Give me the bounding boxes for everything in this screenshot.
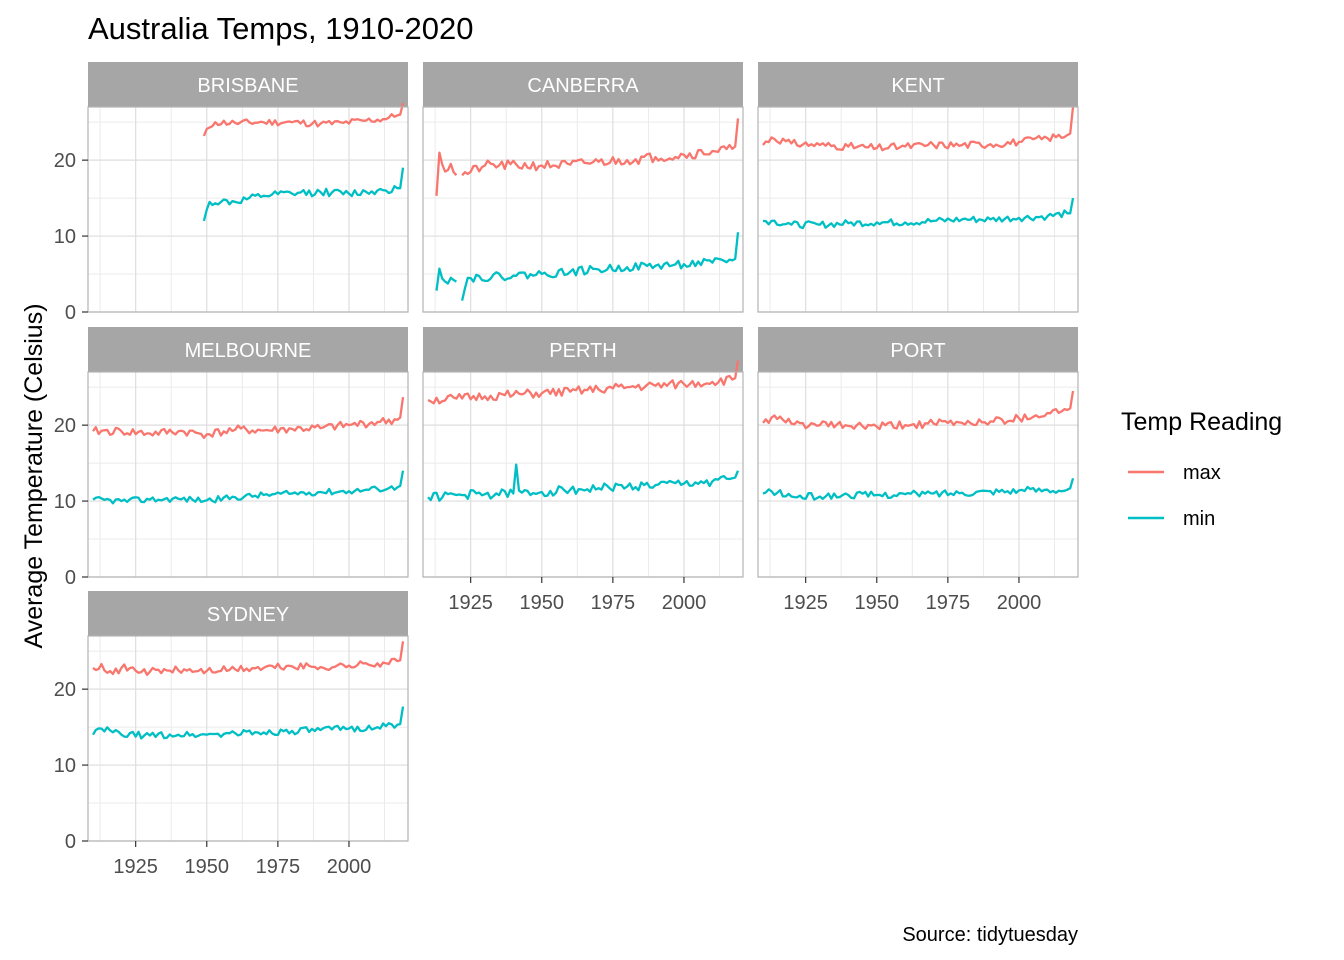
- series-line-min-brisbane: [202, 167, 405, 222]
- x-tick-label: 2000: [327, 856, 372, 878]
- x-tick-label: 1975: [256, 856, 301, 878]
- legend-label-max: max: [1183, 462, 1221, 484]
- panel-border: [757, 106, 1079, 313]
- panel-border: [757, 371, 1079, 578]
- panel-border: [87, 635, 409, 842]
- series-line-max-perth: [427, 360, 740, 405]
- x-tick-label: 1950: [855, 592, 900, 614]
- strip-kent: [758, 62, 1078, 107]
- panel-border: [87, 106, 409, 313]
- panel-perth: PERTH 1925 1950 1975 2000: [422, 327, 744, 614]
- x-tick-label: 1975: [591, 592, 636, 614]
- strip-melbourne: [88, 327, 408, 372]
- y-tick-label: 20: [54, 415, 76, 437]
- series-line-max-brisbane: [202, 102, 405, 137]
- series-line-min-sydney: [92, 706, 405, 740]
- y-axis-title: Average Temperature (Celsius): [20, 303, 48, 648]
- legend-title: Temp Reading: [1121, 408, 1282, 436]
- panel-kent: KENT: [757, 62, 1079, 313]
- panel-canberra: CANBERRA: [422, 62, 744, 313]
- y-tick-label: 10: [54, 226, 76, 248]
- strip-port: [758, 327, 1078, 372]
- y-tick-label: 10: [54, 491, 76, 513]
- panel-port: PORT 1925 1950 1975 2000: [757, 327, 1079, 614]
- panel-border: [87, 371, 409, 578]
- x-tick-label: 1975: [926, 592, 971, 614]
- y-tick-label: 20: [54, 679, 76, 701]
- x-tick-label: 1950: [520, 592, 565, 614]
- strip-canberra: [423, 62, 743, 107]
- series-line-max-sydney: [92, 641, 405, 676]
- facet-panels: BRISBANE 0 10 20 CANBERRA KENT MELBOURNE 0 10 20 P…: [54, 62, 1079, 878]
- strip-label-melbourne: MELBOURNE: [185, 340, 312, 362]
- y-tick-label: 10: [54, 755, 76, 777]
- x-tick-label: 2000: [997, 592, 1042, 614]
- strip-label-sydney: SYDNEY: [207, 604, 289, 626]
- strip-label-port: PORT: [890, 340, 945, 362]
- strip-label-canberra: CANBERRA: [527, 75, 639, 97]
- panel-melbourne: MELBOURNE 0 10 20: [54, 327, 409, 589]
- series-line-min-kent: [762, 197, 1075, 230]
- series-line-max-port: [762, 390, 1075, 431]
- strip-label-perth: PERTH: [549, 340, 616, 362]
- strip-perth: [423, 327, 743, 372]
- strip-brisbane: [88, 62, 408, 107]
- legend: Temp Reading max min: [1121, 408, 1282, 530]
- chart-title: Australia Temps, 1910-2020: [88, 11, 473, 46]
- series-line-min-melbourne: [92, 470, 405, 505]
- series-line-max-kent: [762, 106, 1075, 152]
- series-line-max-canberra: [435, 118, 740, 196]
- series-line-min-canberra: [435, 232, 740, 301]
- strip-label-kent: KENT: [891, 75, 944, 97]
- caption: Source: tidytuesday: [902, 924, 1078, 946]
- y-tick-label: 20: [54, 150, 76, 172]
- legend-label-min: min: [1183, 508, 1215, 530]
- panel-border: [422, 106, 744, 313]
- strip-label-brisbane: BRISBANE: [197, 75, 298, 97]
- y-tick-label: 0: [65, 302, 76, 324]
- series-line-min-port: [762, 477, 1075, 501]
- x-tick-label: 1950: [185, 856, 230, 878]
- panel-border: [422, 371, 744, 578]
- panel-sydney: SYDNEY 0 10 20 1925 1950 1975 2000: [54, 591, 409, 878]
- series-line-max-melbourne: [92, 396, 405, 440]
- series-line-min-perth: [427, 463, 740, 502]
- x-tick-label: 1925: [113, 856, 158, 878]
- x-tick-label: 1925: [448, 592, 493, 614]
- panel-brisbane: BRISBANE 0 10 20: [54, 62, 409, 324]
- y-tick-label: 0: [65, 567, 76, 589]
- x-tick-label: 2000: [662, 592, 707, 614]
- strip-sydney: [88, 591, 408, 636]
- x-tick-label: 1925: [783, 592, 828, 614]
- y-tick-label: 0: [65, 831, 76, 853]
